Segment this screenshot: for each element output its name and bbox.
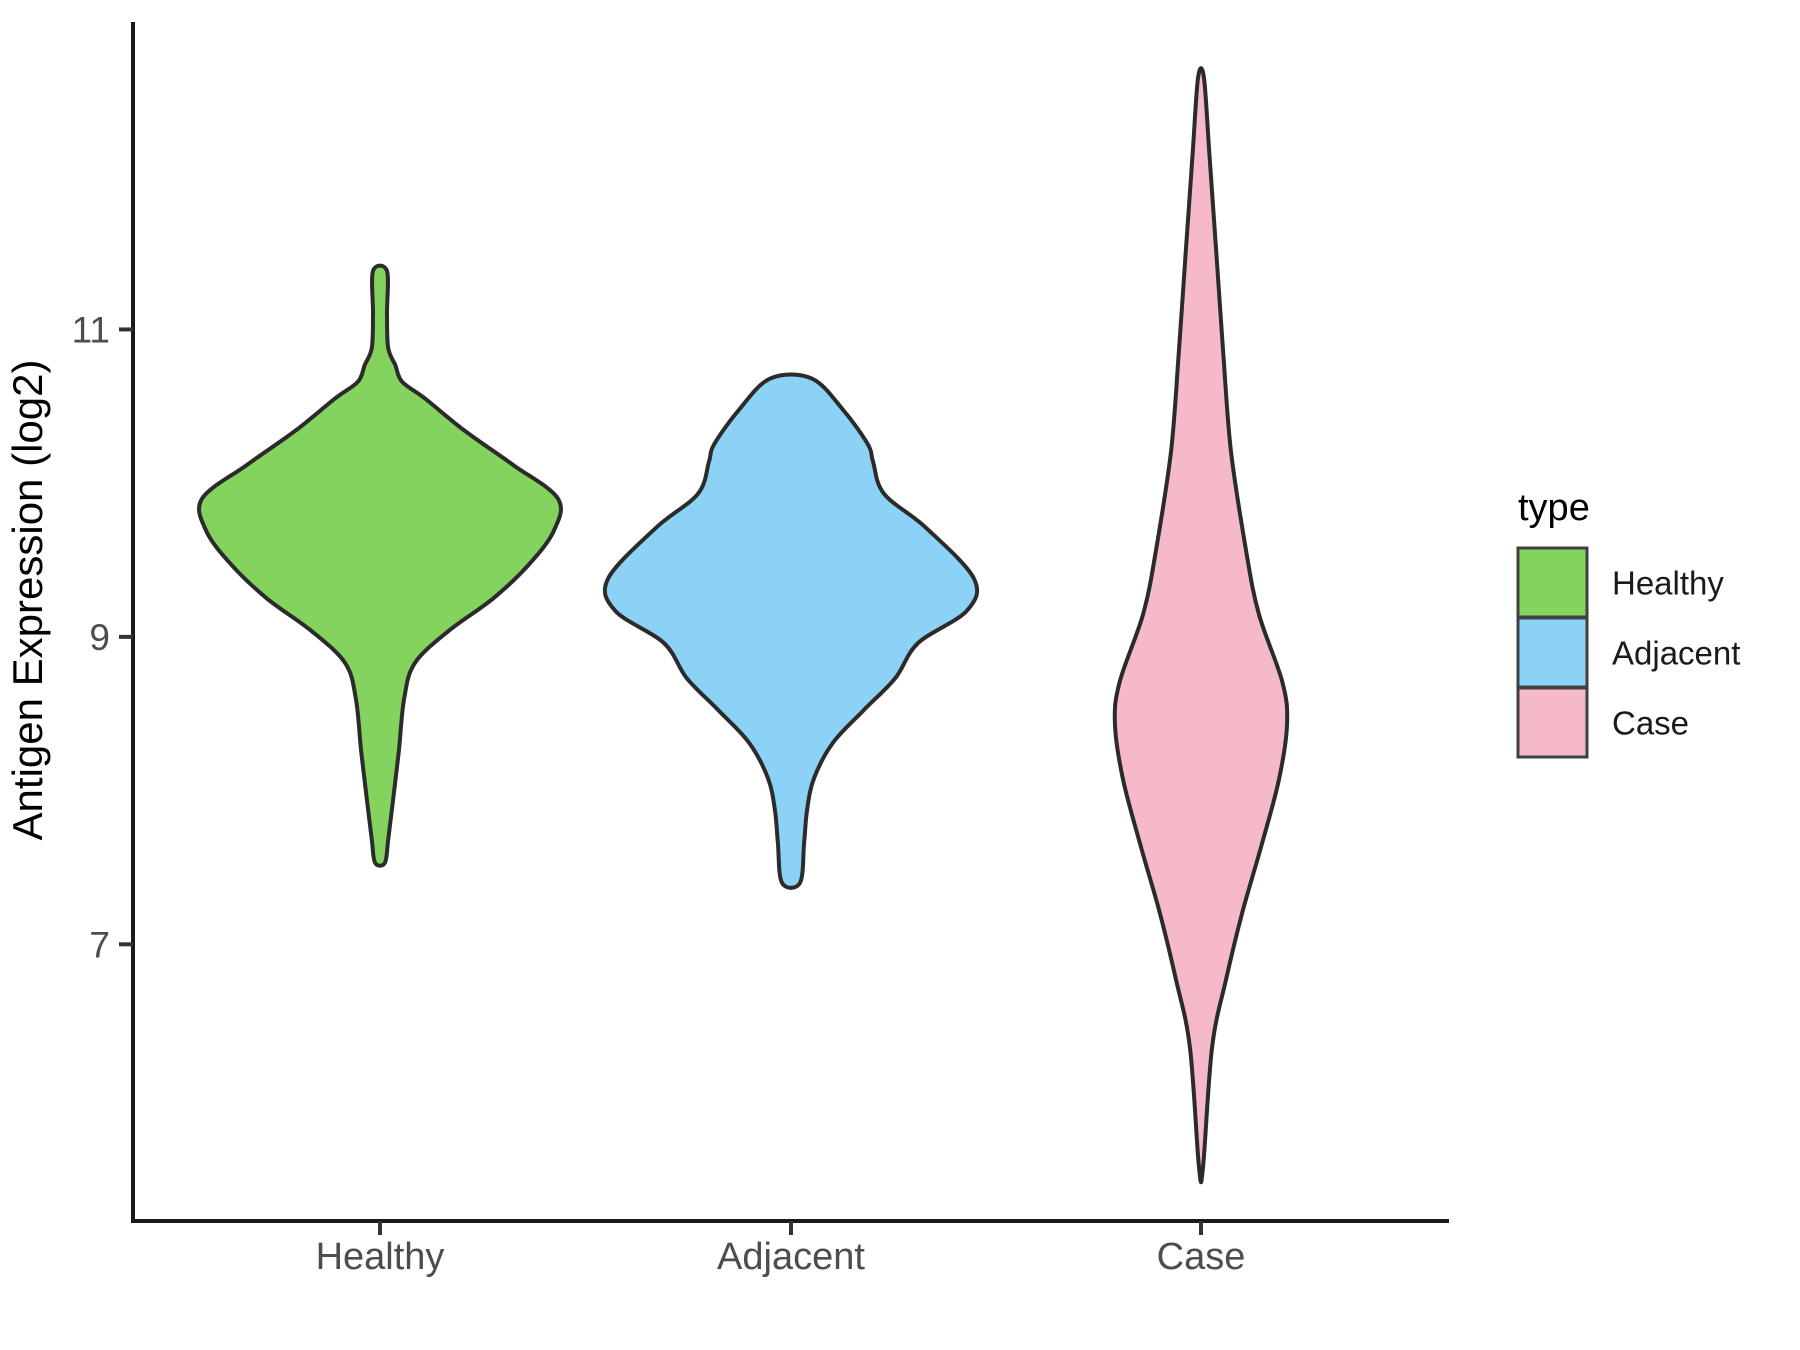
violin-case bbox=[1112, 66, 1290, 1185]
y-axis-title: Antigen Expression (log2) bbox=[4, 360, 51, 841]
legend-label-adjacent: Adjacent bbox=[1612, 635, 1740, 672]
legend-label-healthy: Healthy bbox=[1612, 565, 1724, 602]
x-tick-label-adjacent: Adjacent bbox=[717, 1236, 865, 1278]
violin-healthy bbox=[197, 263, 563, 868]
x-tick-label-case: Case bbox=[1157, 1236, 1246, 1278]
violin-adjacent bbox=[602, 372, 980, 890]
legend-label-case: Case bbox=[1612, 705, 1689, 742]
legend-key-adjacent bbox=[1516, 616, 1589, 689]
legend-key-case bbox=[1516, 686, 1589, 759]
y-tick-label-11: 11 bbox=[72, 309, 110, 350]
legend-key-healthy bbox=[1516, 546, 1589, 619]
x-tick-label-healthy: Healthy bbox=[316, 1236, 445, 1278]
legend-title: type bbox=[1518, 487, 1590, 529]
y-tick-label-9: 9 bbox=[89, 617, 110, 658]
y-tick-label-7: 7 bbox=[89, 924, 110, 965]
